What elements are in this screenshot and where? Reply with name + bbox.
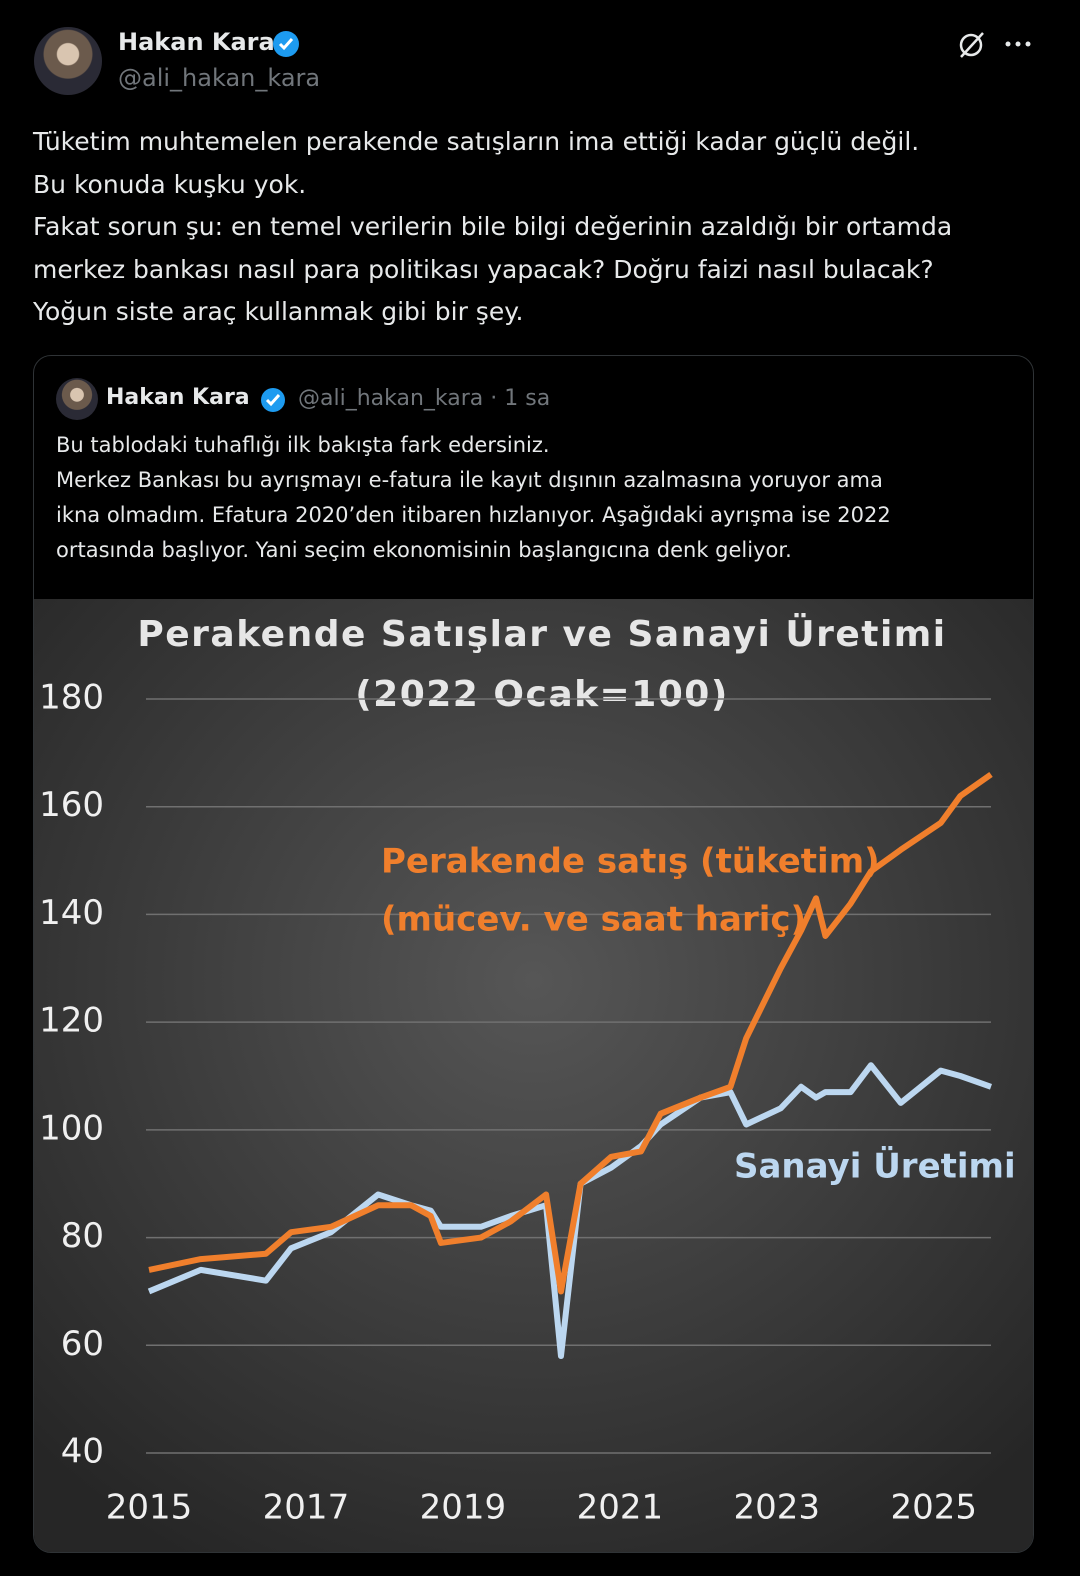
series-label: Perakende satış (tüketim): [381, 842, 880, 882]
y-tick-label: 120: [39, 1001, 104, 1041]
verified-badge: [273, 31, 299, 57]
text-line: Fakat sorun şu: en temel verilerin bile …: [33, 212, 953, 241]
text-line: Tüketim muhtemelen perakende satışların …: [33, 127, 920, 156]
x-tick-label: 2019: [420, 1488, 507, 1528]
data-line: [148, 771, 993, 1295]
y-tick-label: 80: [61, 1216, 104, 1256]
y-tick-label: 160: [39, 785, 104, 825]
x-tick-label: 2017: [263, 1488, 350, 1528]
author-handle[interactable]: @ali_hakan_kara: [118, 64, 321, 92]
avatar[interactable]: [34, 27, 102, 95]
text-line: merkez bankası nasıl para politikası yap…: [33, 254, 934, 284]
annotation: (mücev. ve saat hariç): [381, 900, 806, 940]
y-tick-label: 140: [39, 893, 104, 933]
text-line: ikna olmadım. Efatura 2020’den itibaren …: [56, 503, 891, 527]
text-line: Merkez Bankası bu ayrışmayı e-fatura ile…: [56, 468, 883, 492]
tweet-text: Tüketim muhtemelen perakende satışların …: [33, 121, 952, 334]
y-tick-label: 40: [61, 1432, 104, 1472]
y-tick-label: 60: [61, 1324, 104, 1364]
text-line: ortasında başlıyor. Yani seçim ekonomisi…: [56, 538, 792, 562]
y-tick-label: 100: [39, 1108, 104, 1148]
text-line: Yoğun siste araç kullanmak gibi bir şey.: [33, 297, 524, 326]
more-button[interactable]: [1003, 36, 1033, 52]
quoted-name: Hakan Kara: [106, 385, 250, 410]
handle-text: @ali_hakan_kara: [298, 386, 484, 411]
verified-badge: [261, 388, 285, 412]
chart-subtitle: (2022 Ocak=100): [355, 674, 729, 715]
x-tick-label: 2023: [734, 1488, 821, 1528]
author-name[interactable]: Hakan Kara: [118, 28, 275, 56]
chart: Perakende Satışlar ve Sanayi Üretimi (20…: [34, 599, 1033, 1552]
text-line: Bu konuda kuşku yok.: [33, 169, 307, 199]
post-time: · 1 sa: [490, 386, 551, 411]
x-tick-label: 2015: [106, 1488, 193, 1528]
grok-icon[interactable]: [955, 30, 989, 60]
x-tick-label: 2025: [890, 1488, 977, 1528]
chart-title: Perakende Satışlar ve Sanayi Üretimi: [137, 613, 946, 655]
text-line: Bu tablodaki tuhaflığı ilk bakışta fark …: [56, 433, 550, 457]
quoted-tweet[interactable]: Hakan Kara @ali_hakan_kara · 1 sa Bu tab…: [33, 355, 1034, 1553]
quoted-text: Bu tablodaki tuhaflığı ilk bakışta fark …: [56, 428, 891, 568]
quoted-handle: @ali_hakan_kara · 1 sa: [298, 386, 550, 411]
y-tick-label: 180: [39, 678, 104, 718]
series-label: Sanayi Üretimi: [734, 1146, 1016, 1187]
quoted-avatar: [56, 378, 98, 420]
x-tick-label: 2021: [577, 1488, 664, 1528]
